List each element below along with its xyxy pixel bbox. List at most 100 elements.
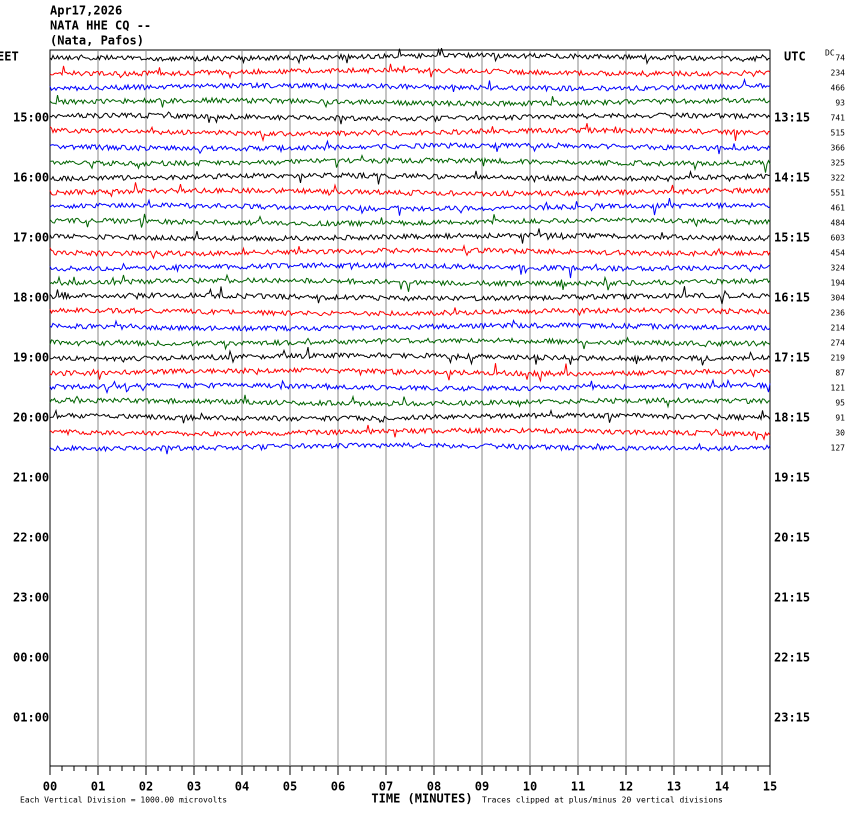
- x-tick-label: 11: [571, 780, 585, 794]
- right-zone: UTC: [784, 50, 806, 64]
- seismic-trace: [49, 213, 771, 228]
- seismic-trace: [49, 319, 771, 333]
- right-hour-label: 21:15: [774, 591, 810, 605]
- seismic-trace: [49, 378, 771, 395]
- dc-value: 87: [835, 369, 845, 378]
- right-hour-label: 14:15: [774, 171, 810, 185]
- right-hour-label: 19:15: [774, 471, 810, 485]
- seismic-trace: [49, 169, 771, 185]
- date: Apr17,2026: [50, 4, 122, 18]
- left-hour-label: 20:00: [13, 411, 49, 425]
- seismic-trace: [49, 306, 771, 317]
- seismic-trace: [49, 77, 771, 93]
- x-tick-label: 12: [619, 780, 633, 794]
- seismic-trace: [49, 273, 771, 292]
- left-hour-label: 19:00: [13, 351, 49, 365]
- left-hour-label: 15:00: [13, 111, 49, 125]
- right-hour-label: 17:15: [774, 351, 810, 365]
- seismic-trace: [50, 153, 771, 173]
- left-hour-label: 18:00: [13, 291, 49, 305]
- x-tick-label: 00: [43, 780, 57, 794]
- seismic-trace: [49, 228, 771, 244]
- seismic-trace: [49, 394, 771, 409]
- dc-value: 324: [831, 264, 846, 273]
- seismic-trace: [49, 243, 771, 260]
- dc-value: 194: [831, 279, 846, 288]
- x-tick-label: 01: [91, 780, 105, 794]
- dc-value: 30: [835, 429, 845, 438]
- right-hour-label: 23:15: [774, 711, 810, 725]
- right-hour-label: 15:15: [774, 231, 810, 245]
- seismic-trace: [49, 408, 771, 424]
- x-tick-label: 10: [523, 780, 537, 794]
- dc-value: 366: [831, 144, 846, 153]
- seismic-trace: [49, 424, 771, 441]
- x-axis-title: TIME (MINUTES): [371, 792, 472, 806]
- dc-value: 127: [831, 444, 846, 453]
- seismic-trace: [49, 442, 771, 455]
- x-tick-label: 13: [667, 780, 681, 794]
- left-hour-label: 01:00: [13, 711, 49, 725]
- seismic-trace: [49, 63, 771, 80]
- x-tick-label: 15: [763, 780, 777, 794]
- seismic-trace: [49, 346, 771, 366]
- dc-title: DC: [825, 49, 835, 58]
- dc-value: 454: [831, 249, 846, 258]
- right-hour-label: 16:15: [774, 291, 810, 305]
- left-hour-label: 16:00: [13, 171, 49, 185]
- dc-value: 461: [831, 204, 846, 213]
- dc-value: 551: [831, 189, 846, 198]
- dc-value: 304: [831, 294, 846, 303]
- seismic-trace: [49, 139, 771, 155]
- seismic-trace: [49, 363, 771, 383]
- left-zone: EET: [0, 50, 19, 64]
- dc-value: 234: [831, 69, 846, 78]
- clip-note: Traces clipped at plus/minus 20 vertical…: [482, 796, 723, 805]
- x-tick-label: 05: [283, 780, 297, 794]
- dc-value: 236: [831, 309, 846, 318]
- dc-value: 219: [831, 354, 846, 363]
- left-hour-label: 22:00: [13, 531, 49, 545]
- x-tick-label: 02: [139, 780, 153, 794]
- x-tick-label: 07: [379, 780, 393, 794]
- right-hour-label: 18:15: [774, 411, 810, 425]
- dc-value: 214: [831, 324, 846, 333]
- dc-value: 91: [835, 414, 845, 423]
- seismic-trace: [49, 94, 771, 109]
- dc-value: 484: [831, 219, 846, 228]
- left-hour-label: 21:00: [13, 471, 49, 485]
- station: NATA HHE CQ --: [50, 19, 151, 33]
- left-hour-label: 17:00: [13, 231, 49, 245]
- x-tick-label: 14: [715, 780, 729, 794]
- right-hour-label: 22:15: [774, 651, 810, 665]
- left-hour-label: 00:00: [13, 651, 49, 665]
- scale-note: Each Vertical Division = 1000.00 microvo…: [20, 796, 227, 805]
- left-hour-label: 23:00: [13, 591, 49, 605]
- dc-value: 741: [831, 114, 846, 123]
- dc-value: 325: [831, 159, 846, 168]
- dc-value: 466: [831, 84, 846, 93]
- seismic-trace: [49, 47, 771, 65]
- dc-value: 322: [831, 174, 846, 183]
- x-tick-label: 04: [235, 780, 249, 794]
- seismic-trace: [49, 111, 771, 125]
- right-hour-label: 13:15: [774, 111, 810, 125]
- x-tick-label: 09: [475, 780, 489, 794]
- seismic-trace: [49, 182, 771, 198]
- seismic-trace: [49, 336, 771, 351]
- seismic-trace: [49, 123, 771, 143]
- dc-value: 274: [831, 339, 846, 348]
- location: (Nata, Pafos): [50, 34, 144, 48]
- right-hour-label: 20:15: [774, 531, 810, 545]
- x-tick-label: 06: [331, 780, 345, 794]
- x-tick-label: 03: [187, 780, 201, 794]
- x-tick-label: 08: [427, 780, 441, 794]
- dc-value: 603: [831, 234, 846, 243]
- seismic-trace: [49, 261, 771, 279]
- seismic-trace: [49, 197, 771, 216]
- dc-value: 95: [835, 399, 845, 408]
- seismic-trace: [49, 286, 771, 305]
- dc-value: 515: [831, 129, 846, 138]
